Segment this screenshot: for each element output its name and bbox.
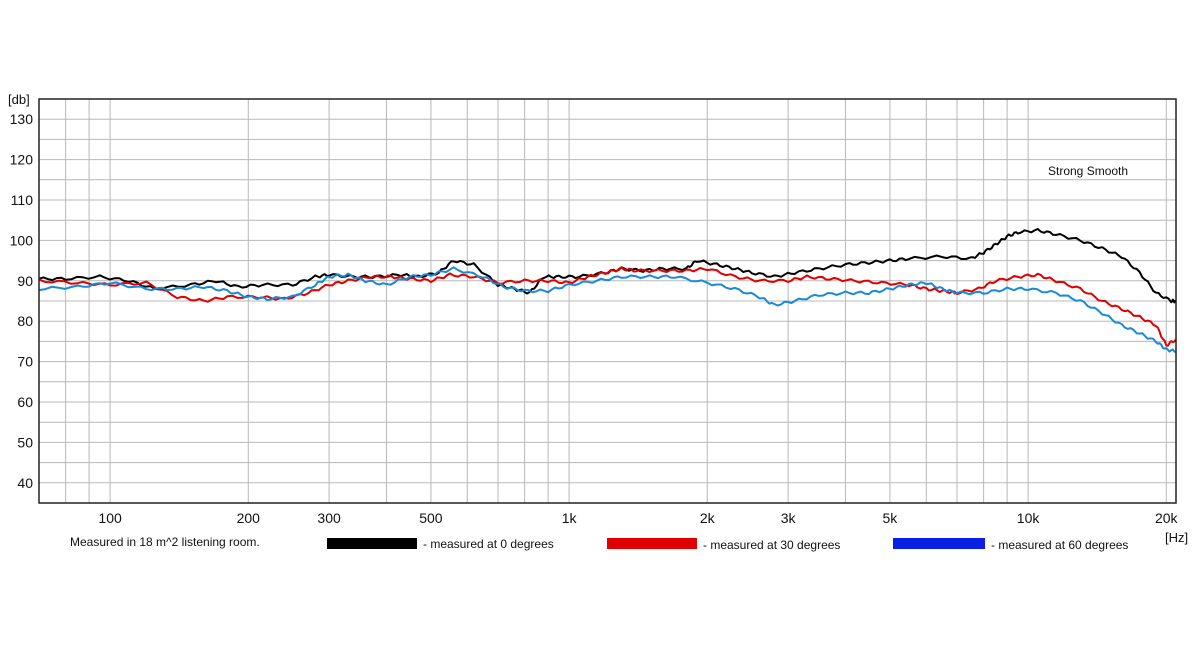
y-tick-label: 80 bbox=[17, 313, 33, 329]
smoothing-annotation: Strong Smooth bbox=[1048, 164, 1128, 178]
y-tick-label: 130 bbox=[10, 111, 34, 127]
y-tick-label: 100 bbox=[10, 232, 34, 248]
x-tick-label: 300 bbox=[317, 510, 341, 526]
x-tick-label: 200 bbox=[237, 510, 261, 526]
y-tick-labels: 40 50 60 70 80 90 100 110 120 130 bbox=[10, 111, 34, 491]
legend-label-60-degrees: - measured at 60 degrees bbox=[991, 538, 1128, 552]
legend-swatch-30-degrees bbox=[607, 538, 697, 549]
x-tick-label: 500 bbox=[419, 510, 443, 526]
y-tick-label: 120 bbox=[10, 152, 34, 168]
legend-label-0-degrees: - measured at 0 degrees bbox=[423, 537, 554, 551]
x-tick-label: 1k bbox=[562, 510, 578, 526]
x-tick-label: 100 bbox=[98, 510, 122, 526]
legend-label-30-degrees: - measured at 30 degrees bbox=[703, 538, 840, 552]
series-line-2 bbox=[38, 266, 1177, 353]
series-lines bbox=[38, 228, 1177, 353]
y-tick-label: 90 bbox=[17, 273, 33, 289]
x-tick-label: 5k bbox=[883, 510, 899, 526]
x-tick-labels: 100 200 300 500 1k 2k 3k 5k 10k 20k bbox=[98, 510, 1178, 526]
y-axis-unit: [db] bbox=[8, 92, 30, 107]
legend: - measured at 0 degrees - measured at 30… bbox=[327, 537, 1128, 552]
y-tick-label: 110 bbox=[11, 192, 34, 208]
legend-swatch-0-degrees bbox=[327, 538, 417, 549]
x-axis-unit: [Hz] bbox=[1165, 530, 1188, 545]
y-tick-label: 60 bbox=[17, 394, 33, 410]
x-tick-label: 10k bbox=[1017, 510, 1041, 526]
y-tick-label: 40 bbox=[17, 475, 33, 491]
measurement-note: Measured in 18 m^2 listening room. bbox=[70, 535, 260, 549]
legend-swatch-60-degrees bbox=[893, 538, 985, 549]
y-tick-label: 50 bbox=[17, 434, 33, 450]
x-tick-label: 2k bbox=[700, 510, 716, 526]
y-tick-label: 70 bbox=[17, 354, 33, 370]
plot-frame bbox=[38, 98, 1177, 504]
x-tick-label: 20k bbox=[1155, 510, 1179, 526]
x-tick-label: 3k bbox=[781, 510, 797, 526]
horizontal-gridlines bbox=[39, 118, 1176, 484]
